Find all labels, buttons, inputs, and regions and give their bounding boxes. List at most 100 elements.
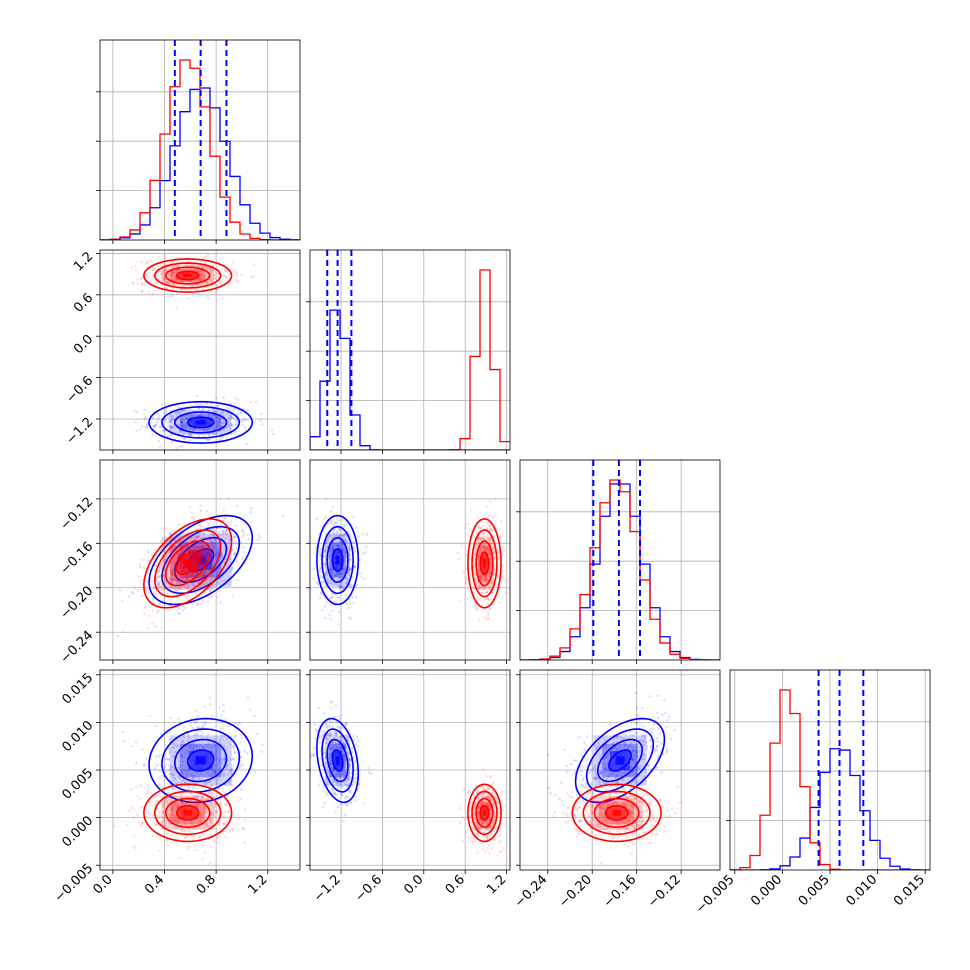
contour-series-0 xyxy=(174,738,228,783)
histogram-series-1 xyxy=(730,689,930,870)
contour-series-0 xyxy=(608,749,632,772)
panel-3-3 xyxy=(726,669,931,874)
contour-series-1 xyxy=(165,266,211,285)
density-series-1 xyxy=(590,795,644,830)
density-series-1 xyxy=(474,536,495,590)
y-tick-label: −0.20 xyxy=(58,584,97,623)
panel-1-1 xyxy=(306,249,511,454)
density-series-1 xyxy=(161,265,215,286)
grid xyxy=(100,670,300,870)
y-tick-label: 0.0 xyxy=(71,332,96,357)
contour-series-0 xyxy=(574,717,666,804)
density-series-0 xyxy=(325,533,350,587)
contour-series-0 xyxy=(161,406,241,439)
panel-1-0 xyxy=(96,249,301,454)
contour-series-0 xyxy=(161,525,241,595)
x-tick-label: 0.000 xyxy=(748,872,785,909)
x-tick-label: 0.010 xyxy=(844,872,881,909)
y-tick-label: −0.16 xyxy=(58,539,97,578)
contour-series-1 xyxy=(582,790,651,836)
x-tick-label: 0.6 xyxy=(443,872,468,897)
contour-series-0 xyxy=(186,749,215,772)
x-tick-label: −0.20 xyxy=(556,872,595,911)
contour-series-0 xyxy=(596,738,644,783)
panel-frame xyxy=(519,459,721,661)
contour-series-1 xyxy=(471,790,498,836)
panel-frame xyxy=(309,249,511,451)
panel-2-1 xyxy=(306,459,511,664)
contour-series-0 xyxy=(148,717,254,804)
x-tick-label: 0.0 xyxy=(401,872,426,897)
contour-series-0 xyxy=(174,411,228,434)
panel-3-2 xyxy=(516,669,721,874)
density-series-0 xyxy=(169,735,232,786)
contour-series-0 xyxy=(316,514,360,606)
contour-series-1 xyxy=(467,518,502,609)
density-series-0 xyxy=(169,410,232,435)
y-tick-label: −1.2 xyxy=(63,415,96,448)
panel-frame xyxy=(99,39,301,241)
panel-0-0 xyxy=(96,39,301,244)
contour-series-1 xyxy=(143,518,233,609)
contour-series-0 xyxy=(161,728,241,793)
panel-3-1 xyxy=(306,669,511,874)
x-tick-label: −0.24 xyxy=(512,872,551,911)
y-tick-label: −0.005 xyxy=(52,861,97,906)
panel-2-0 xyxy=(96,459,301,664)
panel-2-2 xyxy=(516,459,721,664)
grid xyxy=(100,460,300,660)
x-tick-label: −0.16 xyxy=(601,872,640,911)
x-tick-label: 0.4 xyxy=(142,872,167,897)
x-tick-label: 1.2 xyxy=(245,872,270,897)
histogram-series-1 xyxy=(310,269,510,450)
x-tick-label: −0.005 xyxy=(693,872,738,917)
panel-frame xyxy=(99,249,301,451)
panel-3-0 xyxy=(96,669,301,874)
panel-frame xyxy=(99,459,301,661)
density-series-0 xyxy=(593,735,647,786)
contour-series-1 xyxy=(604,804,629,821)
histogram-series-0 xyxy=(520,483,720,660)
contour-series-1 xyxy=(571,783,662,843)
density-series-1 xyxy=(161,536,215,590)
x-tick-label: −0.12 xyxy=(645,872,684,911)
x-tick-label: −0.6 xyxy=(352,872,385,905)
contour-series-1 xyxy=(154,262,222,289)
contour-series-1 xyxy=(475,797,494,828)
contour-series-0 xyxy=(321,728,354,793)
contour-series-1 xyxy=(475,540,494,587)
x-tick-label: −1.2 xyxy=(311,872,344,905)
y-tick-label: 1.2 xyxy=(71,249,96,274)
y-tick-label: 0.000 xyxy=(59,813,96,850)
y-tick-label: −0.12 xyxy=(58,495,97,534)
y-tick-label: 0.010 xyxy=(59,718,96,755)
contour-series-1 xyxy=(154,529,222,598)
contour-series-1 xyxy=(471,529,498,598)
scatter-series-1 xyxy=(120,497,253,633)
contour-series-0 xyxy=(316,717,360,804)
panel-frame xyxy=(309,459,511,661)
contour-series-1 xyxy=(479,804,490,821)
y-tick-label: 0.015 xyxy=(59,671,96,708)
grid xyxy=(100,250,300,450)
contour-series-1 xyxy=(165,540,211,587)
y-tick-label: −0.6 xyxy=(63,373,96,406)
density-series-1 xyxy=(161,795,215,830)
x-tick-label: 0.8 xyxy=(194,872,219,897)
contour-series-0 xyxy=(148,400,254,444)
contour-series-0 xyxy=(186,416,215,429)
contour-series-0 xyxy=(331,749,344,772)
grid xyxy=(310,250,510,450)
contour-series-1 xyxy=(593,797,640,828)
contour-series-1 xyxy=(154,790,222,836)
contour-series-0 xyxy=(148,514,254,606)
contour-series-0 xyxy=(326,738,349,783)
grid xyxy=(520,460,720,660)
contour-series-0 xyxy=(585,728,655,793)
x-tick-label: 0.0 xyxy=(90,872,115,897)
contour-series-1 xyxy=(479,551,490,576)
contour-series-1 xyxy=(143,258,233,293)
contour-series-1 xyxy=(467,783,502,843)
y-tick-label: 0.005 xyxy=(59,766,96,803)
